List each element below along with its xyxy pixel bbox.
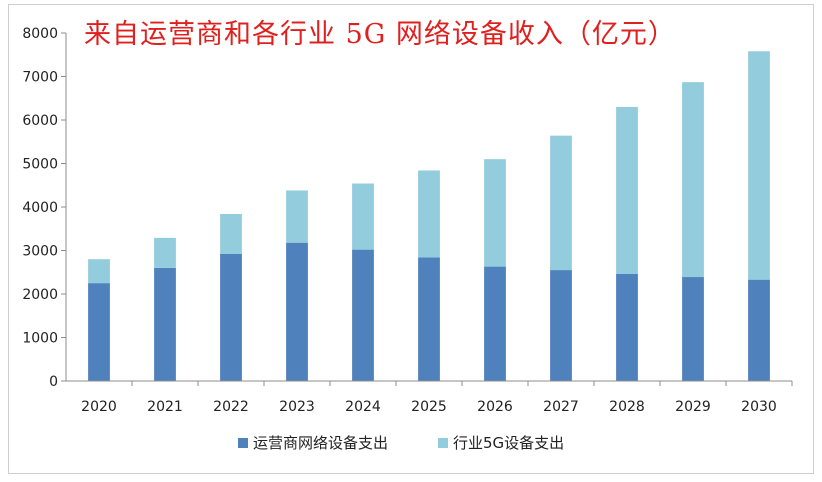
chart-title: 来自运营商和各行业 5G 网络设备收入（亿元） (84, 19, 676, 50)
legend-swatch (438, 438, 448, 448)
bar-segment-operator (550, 270, 572, 381)
legend-swatch (238, 438, 248, 448)
y-tick-label: 5000 (22, 157, 58, 173)
bar-segment-industry (154, 237, 176, 268)
y-tick-label: 8000 (22, 26, 58, 42)
y-tick-label: 4000 (22, 200, 58, 216)
bar-segment-operator (220, 253, 242, 381)
bar-segment-industry (682, 82, 704, 278)
bar-segment-operator (88, 283, 110, 381)
legend-label: 行业5G设备支出 (453, 434, 564, 452)
y-tick-label: 6000 (22, 113, 58, 129)
bar-segment-industry (748, 51, 770, 280)
x-tick-label: 2024 (345, 399, 381, 415)
chart-frame (8, 4, 814, 474)
bar-segment-operator (484, 266, 506, 381)
bar-segment-operator (418, 257, 440, 381)
bar-segment-operator (748, 279, 770, 381)
x-tick-label: 2027 (543, 399, 579, 415)
bar-segment-operator (286, 242, 308, 381)
y-tick-label: 0 (49, 374, 58, 390)
y-axis: 0 1000 2000 3000 4000 5000 6000 7000 8000 (22, 26, 67, 390)
x-tick-label: 2028 (609, 399, 645, 415)
bar-segment-operator (616, 273, 638, 381)
x-tick-label: 2030 (741, 399, 777, 415)
x-tick-label: 2022 (213, 399, 249, 415)
y-tick-label: 7000 (22, 70, 58, 86)
y-tick-label: 3000 (22, 244, 58, 260)
bar-segment-operator (682, 277, 704, 381)
bar-segment-industry (418, 170, 440, 258)
x-axis: 2020 2021 2022 2023 2024 2025 2026 2027 2028 2029… (66, 380, 793, 415)
bar-segment-operator (352, 249, 374, 381)
bar-segment-operator (154, 267, 176, 381)
x-tick-label: 2029 (675, 399, 711, 415)
x-tick-label: 2023 (279, 399, 315, 415)
legend: 运营商网络设备支出 行业5G设备支出 (238, 434, 564, 452)
x-tick-label: 2020 (81, 399, 117, 415)
bar-segment-industry (220, 213, 242, 254)
x-tick-label: 2025 (411, 399, 447, 415)
bar-segment-industry (616, 106, 638, 274)
y-tick-label: 2000 (22, 287, 58, 303)
bar-segment-industry (550, 135, 572, 271)
bar-segment-industry (484, 159, 506, 267)
y-tick-label: 1000 (22, 331, 58, 347)
x-tick-label: 2026 (477, 399, 513, 415)
bar-segment-industry (352, 183, 374, 250)
bar-segment-industry (286, 190, 308, 243)
legend-label: 运营商网络设备支出 (253, 434, 388, 452)
bars (88, 51, 770, 381)
bar-segment-industry (88, 259, 110, 284)
x-tick-label: 2021 (147, 399, 183, 415)
